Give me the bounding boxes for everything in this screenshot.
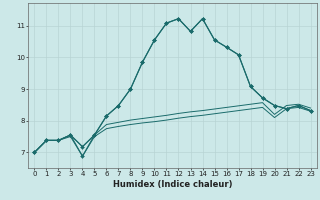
X-axis label: Humidex (Indice chaleur): Humidex (Indice chaleur): [113, 180, 232, 189]
